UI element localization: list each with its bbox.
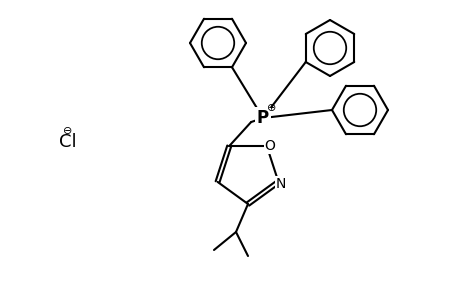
Text: Cl: Cl (59, 133, 77, 151)
Text: ⊖: ⊖ (63, 126, 73, 136)
Text: ⊕: ⊕ (267, 103, 276, 113)
Text: P: P (257, 109, 269, 127)
Text: O: O (264, 139, 274, 153)
Text: N: N (274, 177, 285, 191)
